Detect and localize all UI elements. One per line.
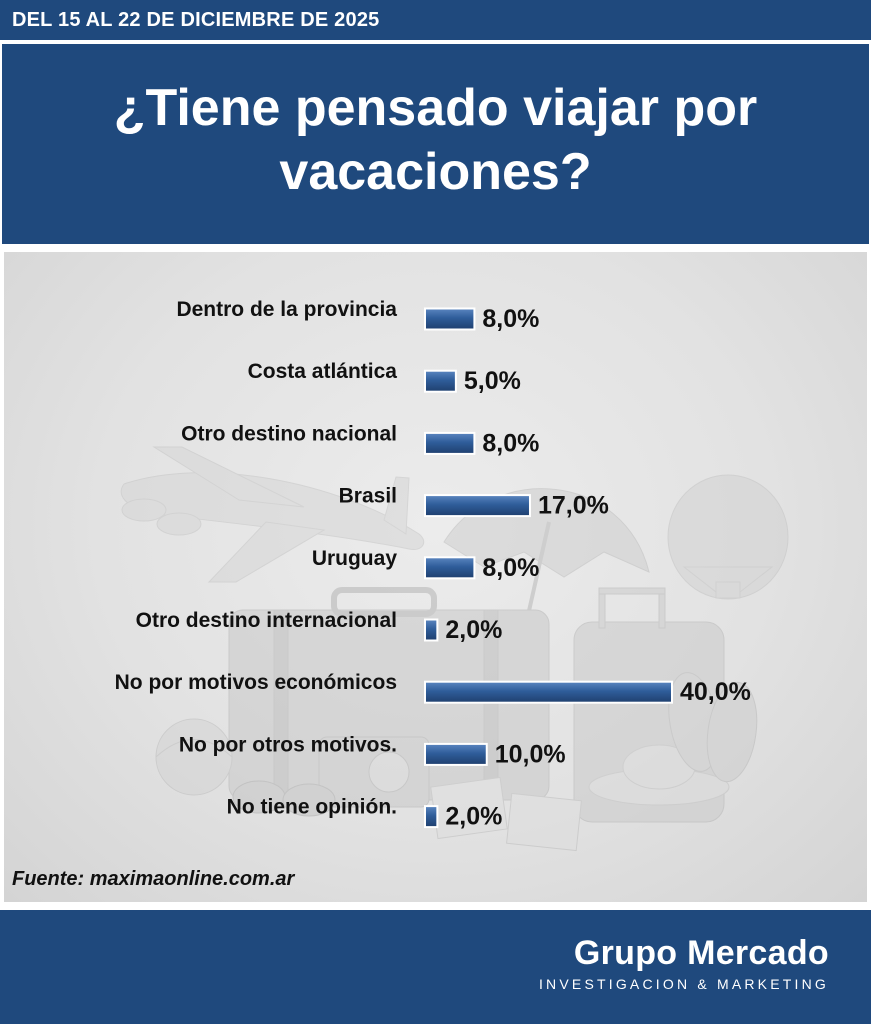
beach-ball-icon xyxy=(155,718,233,796)
data-label: 2,0% xyxy=(445,803,502,831)
chart-title: ¿Tiene pensado viajar por vacaciones? xyxy=(113,79,758,201)
airplane-icon xyxy=(120,446,425,583)
bar xyxy=(424,307,476,331)
photos-icon xyxy=(430,776,582,852)
source-note: Fuente: maximaonline.com.ar xyxy=(12,868,295,890)
data-label: 5,0% xyxy=(464,367,521,395)
hat-icon xyxy=(588,744,730,806)
category-label: No tiene opinión. xyxy=(227,796,397,819)
bar xyxy=(424,369,457,393)
category-label: Otro destino internacional xyxy=(136,609,397,632)
category-label: Brasil xyxy=(339,485,397,508)
flip-flops-icon xyxy=(668,672,758,783)
category-label: No por motivos económicos xyxy=(115,671,397,694)
sunglasses-icon xyxy=(232,780,336,817)
chart-area: Dentro de la provincia 8,0% Costa atlántic… xyxy=(4,252,867,902)
bar xyxy=(424,618,439,642)
data-label: 40,0% xyxy=(680,678,751,706)
category-label: Uruguay xyxy=(312,547,398,570)
data-label: 8,0% xyxy=(482,305,539,333)
data-label: 8,0% xyxy=(482,554,539,582)
bar xyxy=(424,556,476,580)
category-label: Otro destino nacional xyxy=(181,422,397,445)
bar xyxy=(424,680,673,704)
data-label: 8,0% xyxy=(482,429,539,457)
data-label: 17,0% xyxy=(538,492,609,520)
bar xyxy=(424,805,439,829)
data-label: 2,0% xyxy=(445,616,502,644)
camera-icon xyxy=(318,736,430,808)
bar-chart: Dentro de la provincia 8,0% Costa atlántic… xyxy=(115,298,751,831)
brand-name: Grupo Mercado xyxy=(573,934,829,972)
balloon-icon xyxy=(667,474,789,600)
data-label: 10,0% xyxy=(495,740,566,768)
category-label: No por otros motivos. xyxy=(179,733,397,756)
category-label: Dentro de la provincia xyxy=(176,298,397,321)
category-label: Costa atlántica xyxy=(248,360,398,383)
date-range: DEL 15 AL 22 DE DICIEMBRE DE 2025 xyxy=(12,9,380,31)
bar xyxy=(424,742,488,766)
date-bar: DEL 15 AL 22 DE DICIEMBRE DE 2025 xyxy=(0,0,871,40)
footer-bar: Grupo Mercado INVESTIGACION & MARKETING xyxy=(0,910,871,1024)
brand-tagline: INVESTIGACION & MARKETING xyxy=(538,976,829,992)
bar xyxy=(424,494,531,518)
title-box: ¿Tiene pensado viajar por vacaciones? xyxy=(2,44,869,244)
bar xyxy=(424,431,476,455)
